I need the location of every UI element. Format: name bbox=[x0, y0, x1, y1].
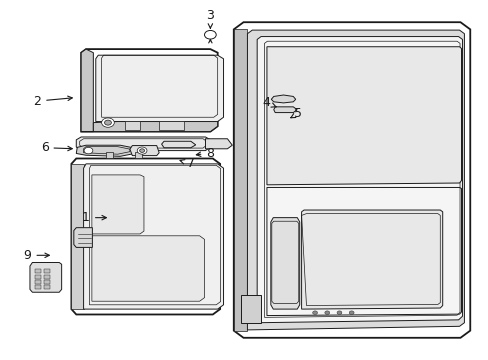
Text: 3: 3 bbox=[206, 9, 214, 28]
Polygon shape bbox=[247, 30, 464, 330]
Polygon shape bbox=[161, 141, 195, 148]
Text: 4: 4 bbox=[262, 96, 276, 109]
Text: 1: 1 bbox=[82, 211, 106, 224]
Circle shape bbox=[102, 118, 114, 127]
Polygon shape bbox=[125, 121, 140, 130]
Polygon shape bbox=[43, 269, 50, 273]
Polygon shape bbox=[30, 262, 61, 292]
Polygon shape bbox=[266, 47, 461, 185]
Polygon shape bbox=[205, 139, 232, 149]
Polygon shape bbox=[241, 295, 260, 323]
Circle shape bbox=[324, 311, 329, 315]
Polygon shape bbox=[35, 269, 41, 273]
Polygon shape bbox=[257, 37, 462, 323]
Text: 8: 8 bbox=[196, 147, 214, 159]
Circle shape bbox=[140, 149, 144, 152]
Circle shape bbox=[104, 120, 111, 125]
Polygon shape bbox=[81, 49, 217, 132]
Text: 5: 5 bbox=[290, 107, 302, 120]
Circle shape bbox=[204, 31, 216, 39]
Circle shape bbox=[348, 311, 353, 315]
Polygon shape bbox=[76, 137, 210, 150]
Text: 7: 7 bbox=[180, 157, 194, 170]
Polygon shape bbox=[71, 158, 220, 315]
Polygon shape bbox=[35, 275, 41, 279]
Polygon shape bbox=[130, 145, 159, 156]
Polygon shape bbox=[81, 49, 93, 132]
Polygon shape bbox=[135, 152, 142, 158]
Circle shape bbox=[336, 311, 341, 315]
Polygon shape bbox=[74, 228, 92, 247]
Polygon shape bbox=[271, 95, 295, 103]
Polygon shape bbox=[270, 218, 299, 309]
Polygon shape bbox=[96, 55, 223, 122]
Polygon shape bbox=[159, 121, 183, 130]
Polygon shape bbox=[43, 280, 50, 284]
Ellipse shape bbox=[346, 232, 399, 283]
Circle shape bbox=[137, 147, 147, 154]
Text: 2: 2 bbox=[33, 95, 72, 108]
Polygon shape bbox=[81, 117, 217, 132]
Polygon shape bbox=[35, 285, 41, 289]
Polygon shape bbox=[92, 236, 204, 301]
Polygon shape bbox=[43, 285, 50, 289]
Polygon shape bbox=[35, 280, 41, 284]
Polygon shape bbox=[233, 30, 247, 330]
Polygon shape bbox=[301, 210, 442, 309]
Polygon shape bbox=[71, 164, 83, 309]
Polygon shape bbox=[92, 175, 143, 234]
Polygon shape bbox=[76, 145, 135, 156]
Text: 9: 9 bbox=[23, 249, 49, 262]
Circle shape bbox=[84, 147, 93, 154]
Circle shape bbox=[312, 311, 317, 315]
Polygon shape bbox=[105, 152, 113, 158]
Polygon shape bbox=[83, 164, 223, 309]
Polygon shape bbox=[43, 275, 50, 279]
Text: 6: 6 bbox=[41, 141, 72, 154]
Polygon shape bbox=[273, 107, 297, 113]
Ellipse shape bbox=[337, 224, 409, 291]
Polygon shape bbox=[233, 22, 469, 338]
